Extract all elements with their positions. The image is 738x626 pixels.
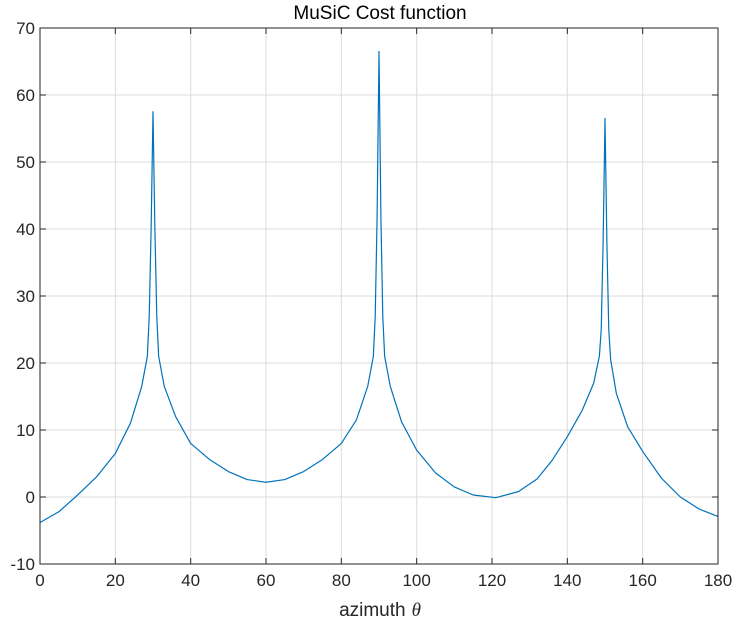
y-tick-label: 20: [16, 354, 35, 373]
y-tick-label: 10: [16, 421, 35, 440]
ticks: 0 20 40 60 80 100 120 140 160 180-100102030405060…: [10, 19, 732, 590]
chart-title: MuSiC Cost function: [293, 3, 466, 24]
series-layer: [39, 50, 719, 523]
x-axis-label-symbol: θ: [412, 600, 421, 621]
y-tick-label: 70: [16, 19, 35, 38]
x-tick-label: 80: [332, 571, 351, 590]
x-tick-label: 100: [402, 571, 430, 590]
y-tick-label: 60: [16, 86, 35, 105]
y-tick-label: -10: [10, 555, 35, 574]
x-tick-label: 160: [628, 571, 656, 590]
y-tick-label: 0: [26, 488, 35, 507]
x-tick-label: 40: [181, 571, 200, 590]
y-tick-label: 50: [16, 153, 35, 172]
x-tick-label: 20: [106, 571, 125, 590]
y-tick-label: 30: [16, 287, 35, 306]
x-tick-label: 120: [478, 571, 506, 590]
x-tick-label: 180: [704, 571, 732, 590]
x-tick-label: 0: [35, 571, 44, 590]
x-axis-label-text: azimuth: [339, 600, 406, 621]
y-tick-label: 40: [16, 220, 35, 239]
grid: [39, 27, 719, 565]
x-tick-label: 60: [257, 571, 276, 590]
x-tick-label: 140: [553, 571, 581, 590]
series-line-0: [39, 50, 719, 523]
x-axis-label: azimuth θ: [339, 600, 421, 621]
